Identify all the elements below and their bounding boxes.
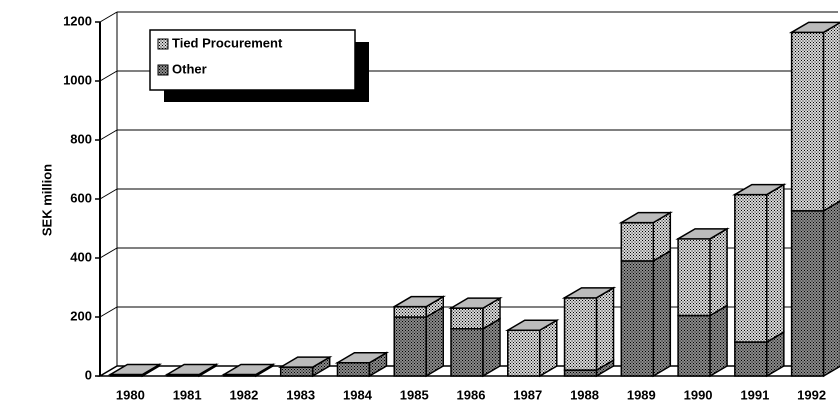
bar-top: [675, 228, 730, 240]
x-tick-label: 1983: [286, 387, 315, 402]
bar-segment: [393, 316, 427, 377]
grid-diagonal: [99, 70, 118, 82]
bar-segment: [279, 366, 314, 377]
y-tick-label: 1000: [63, 72, 92, 87]
bar-top: [618, 211, 674, 224]
y-tick-label: 400: [70, 249, 92, 264]
bar-top: [221, 363, 276, 376]
bar-segment: [450, 307, 484, 330]
bar-segment: [393, 305, 427, 318]
grid-diagonal: [99, 247, 118, 259]
x-tick-label: 1987: [513, 387, 542, 402]
bar-side: [709, 304, 728, 378]
bar-top: [448, 297, 503, 309]
x-tick-label: 1986: [457, 387, 486, 402]
grid-diagonal: [99, 188, 118, 200]
bar-side: [766, 183, 785, 344]
grid-diagonal: [99, 129, 118, 141]
bar-segment: [790, 210, 825, 377]
bar-top: [164, 363, 219, 376]
x-tick-label: 1980: [116, 387, 145, 402]
bar-top: [107, 363, 163, 376]
legend: [149, 29, 356, 91]
x-tick-label: 1991: [740, 387, 769, 402]
bar-side: [425, 305, 444, 378]
bar-top: [334, 351, 390, 364]
bar-segment: [450, 328, 484, 377]
bar-top: [277, 356, 333, 368]
y-tick-label: 0: [85, 367, 92, 382]
bar-segment: [620, 221, 655, 262]
y-tick-label: 600: [70, 190, 92, 205]
bar-segment: [563, 369, 598, 377]
bar-segment: [677, 238, 711, 317]
bar-segment: [734, 341, 768, 377]
x-tick-label: 1985: [400, 387, 429, 402]
bar-segment: [677, 314, 711, 377]
bar-segment: [790, 31, 825, 212]
y-tick-label: 1200: [63, 13, 92, 28]
bar-segment: [563, 297, 598, 371]
x-tick-label: 1984: [343, 387, 373, 402]
legend-label: Tied Procurement: [172, 35, 283, 50]
legend-label: Other: [172, 61, 207, 76]
x-tick-label: 1988: [570, 387, 599, 402]
bar-top: [561, 287, 617, 299]
y-tick-label: 800: [70, 131, 92, 146]
bar-top: [732, 183, 787, 196]
bar-segment: [507, 329, 541, 377]
grid-diagonal: [99, 11, 118, 23]
bar-segment: [734, 193, 768, 343]
bar-side: [822, 200, 840, 378]
x-tick-label: 1989: [627, 387, 656, 402]
x-tick-label: 1990: [684, 387, 713, 402]
bar-top: [505, 319, 560, 332]
grid-diagonal: [99, 306, 118, 318]
bar-side: [652, 249, 672, 378]
bar-segment: [336, 361, 371, 377]
bar-side: [595, 286, 615, 372]
bar-side: [822, 21, 840, 213]
grid-diagonal: [99, 365, 118, 377]
y-tick-label: 200: [70, 308, 92, 323]
bar-side: [709, 227, 728, 317]
bar-top: [391, 295, 446, 308]
x-tick-label: 1982: [229, 387, 258, 402]
bar-segment: [620, 260, 655, 377]
legend-swatch: [157, 64, 169, 76]
x-tick-label: 1992: [797, 387, 826, 402]
legend-swatch: [157, 38, 169, 50]
x-tick-label: 1981: [173, 387, 202, 402]
bar-top: [788, 21, 840, 34]
y-axis-label: SEK million: [39, 164, 54, 236]
